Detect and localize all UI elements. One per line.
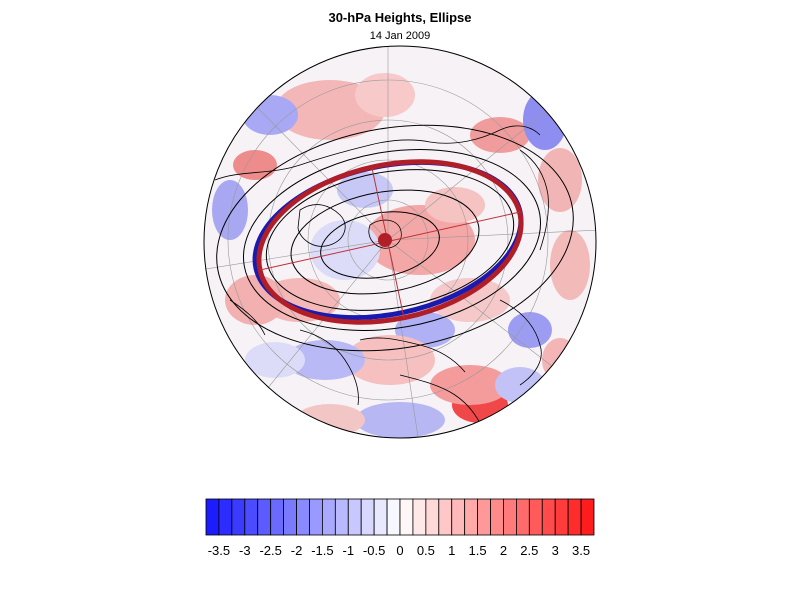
colorbar-cell — [541, 498, 556, 536]
polar-map — [203, 45, 597, 439]
colorbar-tick-label: -2.5 — [259, 543, 281, 558]
colorbar-cell — [580, 498, 595, 536]
colorbar-cell — [567, 498, 582, 536]
colorbar-cell — [321, 498, 336, 536]
anomaly-blob — [355, 402, 445, 438]
page-title: 30-hPa Heights, Ellipse — [328, 10, 472, 25]
colorbar-cell — [554, 498, 569, 536]
anomaly-blob — [233, 150, 277, 180]
height-contours — [216, 124, 574, 352]
anomaly-blob — [550, 230, 590, 300]
colorbar-cell — [373, 498, 388, 536]
colorbar-cell — [309, 498, 323, 536]
colorbar-cell — [283, 498, 297, 536]
colorbar-cell — [490, 498, 504, 536]
colorbar-tick-label: 1 — [448, 543, 455, 558]
colorbar-cell — [334, 498, 349, 536]
colorbar-cell — [425, 498, 440, 536]
colorbar-ticks: -3.5 -3 -2.5 -2 -1.5 -1 -0.5 0 0.5 1 1.5 2 2.5 3 3.5 — [208, 543, 590, 558]
colorbar-tick-label: -0.5 — [363, 543, 385, 558]
anomaly-blob — [430, 365, 510, 405]
colorbar-tick-label: 0 — [396, 543, 403, 558]
colorbar-cell — [296, 498, 310, 536]
colorbar-cell — [257, 498, 272, 536]
colorbar-cell — [231, 498, 246, 536]
colorbar-cells — [205, 498, 595, 536]
anomaly-blob — [310, 220, 380, 280]
anomaly-blob — [425, 187, 485, 223]
anomaly-blob — [538, 148, 582, 212]
colorbar-cell — [412, 498, 427, 536]
colorbar-cell — [270, 498, 284, 536]
colorbar-tick-label: -2 — [291, 543, 303, 558]
ellipse-center — [378, 233, 392, 247]
colorbar-cell — [516, 498, 530, 536]
colorbar-tick-label: -1.5 — [311, 543, 333, 558]
colorbar-tick-label: 1.5 — [469, 543, 487, 558]
colorbar-cell — [451, 498, 466, 536]
colorbar-cell — [503, 498, 517, 536]
colorbar-cell — [218, 498, 233, 536]
colorbar-tick-label: 2 — [500, 543, 507, 558]
colorbar-tick-label: -3.5 — [208, 543, 230, 558]
colorbar-tick-label: 0.5 — [417, 543, 435, 558]
colorbar-cell — [399, 498, 414, 536]
globe-outline — [203, 45, 597, 439]
ellipse-red — [256, 159, 524, 325]
anomaly-blob — [365, 205, 475, 275]
colorbar-cell — [244, 498, 259, 536]
colorbar-tick-label: -1 — [342, 543, 354, 558]
anomaly-blob — [355, 73, 415, 117]
colorbar-tick-label: 3 — [552, 543, 559, 558]
colorbar-cell — [477, 498, 491, 536]
colorbar-cell — [386, 498, 401, 536]
anomaly-blob — [508, 312, 552, 348]
colorbar-cell — [360, 498, 375, 536]
anomaly-blob — [245, 342, 305, 378]
colorbar-tick-label: 3.5 — [572, 543, 590, 558]
colorbar-cell — [464, 498, 478, 536]
colorbar-cell — [347, 498, 362, 536]
colorbar-cell — [205, 498, 220, 536]
colorbar-cell — [528, 498, 543, 536]
colorbar-tick-label: 2.5 — [520, 543, 538, 558]
colorbar-cell — [438, 498, 453, 536]
page-subtitle: 14 Jan 2009 — [369, 30, 431, 42]
colorbar-tick-label: -3 — [239, 543, 251, 558]
anomaly-blob — [430, 278, 510, 322]
anomaly-field — [212, 73, 590, 438]
anomaly-blob — [212, 180, 248, 240]
